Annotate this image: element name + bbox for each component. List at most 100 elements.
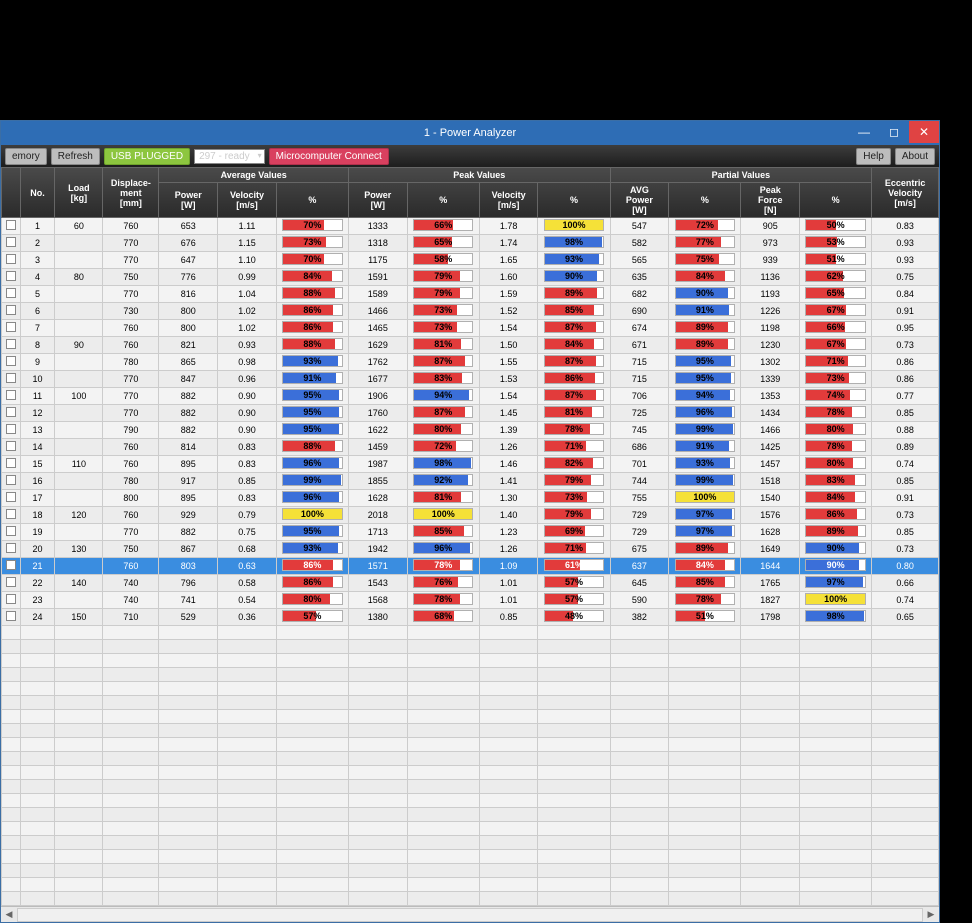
row-checkbox[interactable] bbox=[6, 271, 16, 281]
row-checkbox[interactable] bbox=[6, 526, 16, 536]
row-checkbox[interactable] bbox=[6, 254, 16, 264]
row-checkbox[interactable] bbox=[6, 356, 16, 366]
table-row[interactable]: 167809170.8599%185592%1.4179%74499%15188… bbox=[2, 473, 939, 490]
cell-part-avgp: 565 bbox=[610, 252, 669, 269]
row-checkbox[interactable] bbox=[6, 458, 16, 468]
percent-bar: 87% bbox=[544, 389, 604, 401]
cell-peak-pct1: 79% bbox=[407, 269, 479, 286]
table-row[interactable]: 241507105290.3657%138068%0.8548%38251%17… bbox=[2, 609, 939, 626]
table-row[interactable]: 4807507760.9984%159179%1.6090%63584%1136… bbox=[2, 269, 939, 286]
titlebar[interactable]: 1 - Power Analyzer — ◻ ✕ bbox=[1, 121, 939, 145]
cell-peak-power: 1380 bbox=[348, 609, 407, 626]
table-row[interactable]: 151107608950.8396%198798%1.4682%70193%14… bbox=[2, 456, 939, 473]
table-row[interactable]: 221407407960.5886%154376%1.0157%64585%17… bbox=[2, 575, 939, 592]
row-checkbox[interactable] bbox=[6, 220, 16, 230]
cell-peak-pct2: 90% bbox=[538, 269, 610, 286]
cell-disp: 770 bbox=[103, 388, 159, 405]
col-part-avgp[interactable]: AVGPower[W] bbox=[610, 183, 669, 218]
table-row[interactable]: 8907608210.9388%162981%1.5084%67189%1230… bbox=[2, 337, 939, 354]
cell-avg-vel: 0.63 bbox=[218, 558, 277, 575]
table-row[interactable]: 217608030.6386%157178%1.0961%63784%16449… bbox=[2, 558, 939, 575]
table-row[interactable]: 181207609290.79100%2018100%1.4079%72997%… bbox=[2, 507, 939, 524]
table-row[interactable]: 77608001.0286%146573%1.5487%67489%119866… bbox=[2, 320, 939, 337]
table-row[interactable]: 111007708820.9095%190694%1.5487%70694%13… bbox=[2, 388, 939, 405]
row-checkbox[interactable] bbox=[6, 373, 16, 383]
row-checkbox[interactable] bbox=[6, 237, 16, 247]
close-button[interactable]: ✕ bbox=[909, 121, 939, 143]
cell-disp: 760 bbox=[103, 320, 159, 337]
table-row[interactable]: 147608140.8388%145972%1.2671%68691%14257… bbox=[2, 439, 939, 456]
col-avg-power[interactable]: Power[W] bbox=[159, 183, 218, 218]
table-row[interactable]: 127708820.9095%176087%1.4581%72596%14347… bbox=[2, 405, 939, 422]
cell-part-pct1: 90% bbox=[669, 286, 741, 303]
col-peak-vel[interactable]: Velocity[m/s] bbox=[479, 183, 538, 218]
row-checkbox[interactable] bbox=[6, 492, 16, 502]
table-row[interactable]: 237407410.5480%156878%1.0157%59078%18271… bbox=[2, 592, 939, 609]
about-button[interactable]: About bbox=[895, 148, 935, 165]
table-row[interactable]: 197708820.7595%171385%1.2369%72997%16288… bbox=[2, 524, 939, 541]
table-row[interactable]: 1607606531.1170%133366%1.78100%54772%905… bbox=[2, 218, 939, 235]
percent-bar: 79% bbox=[413, 287, 473, 299]
col-avg-pct[interactable]: % bbox=[276, 183, 348, 218]
minimize-button[interactable]: — bbox=[849, 121, 879, 143]
row-checkbox[interactable] bbox=[6, 288, 16, 298]
row-checkbox[interactable] bbox=[6, 509, 16, 519]
horizontal-scrollbar[interactable]: ◀ ▶ bbox=[1, 906, 939, 922]
row-checkbox[interactable] bbox=[6, 560, 16, 570]
row-checkbox[interactable] bbox=[6, 543, 16, 553]
cell-peak-pct2: 48% bbox=[538, 609, 610, 626]
cell-avg-vel: 1.11 bbox=[218, 218, 277, 235]
row-checkbox[interactable] bbox=[6, 424, 16, 434]
col-no[interactable]: No. bbox=[20, 168, 55, 218]
col-part-pct1[interactable]: % bbox=[669, 183, 741, 218]
row-checkbox[interactable] bbox=[6, 594, 16, 604]
connect-button[interactable]: Microcomputer Connect bbox=[269, 148, 389, 165]
col-ecc[interactable]: EccentricVelocity[m/s] bbox=[872, 168, 939, 218]
table-row[interactable]: 107708470.9691%167783%1.5386%71595%13397… bbox=[2, 371, 939, 388]
scroll-left-icon[interactable]: ◀ bbox=[1, 909, 17, 920]
maximize-button[interactable]: ◻ bbox=[879, 121, 909, 143]
col-peak-power[interactable]: Power[W] bbox=[348, 183, 407, 218]
row-checkbox[interactable] bbox=[6, 322, 16, 332]
percent-bar: 85% bbox=[544, 304, 604, 316]
cell-no: 1 bbox=[20, 218, 55, 235]
toolbar: emory Refresh USB PLUGGED 297 - ready Mi… bbox=[1, 145, 939, 167]
col-part-pf[interactable]: PeakForce[N] bbox=[741, 183, 800, 218]
row-checkbox[interactable] bbox=[6, 611, 16, 621]
row-checkbox[interactable] bbox=[6, 441, 16, 451]
cell-disp: 760 bbox=[103, 507, 159, 524]
percent-bar: 100% bbox=[544, 219, 604, 231]
row-checkbox[interactable] bbox=[6, 339, 16, 349]
row-checkbox[interactable] bbox=[6, 305, 16, 315]
table-row[interactable]: 27706761.1573%131865%1.7498%58277%97353%… bbox=[2, 235, 939, 252]
table-row[interactable]: 201307508670.6893%194296%1.2671%67589%16… bbox=[2, 541, 939, 558]
table-row[interactable]: 97808650.9893%176287%1.5587%71595%130271… bbox=[2, 354, 939, 371]
row-checkbox[interactable] bbox=[6, 407, 16, 417]
scroll-right-icon[interactable]: ▶ bbox=[923, 909, 939, 920]
row-checkbox[interactable] bbox=[6, 577, 16, 587]
percent-bar: 81% bbox=[413, 491, 473, 503]
col-peak-pct1[interactable]: % bbox=[407, 183, 479, 218]
refresh-button[interactable]: Refresh bbox=[51, 148, 100, 165]
cell-ecc: 0.84 bbox=[872, 286, 939, 303]
col-part-pct2[interactable]: % bbox=[800, 183, 872, 218]
table-row[interactable]: 37706471.1070%117558%1.6593%56575%93951%… bbox=[2, 252, 939, 269]
col-avg-vel[interactable]: Velocity[m/s] bbox=[218, 183, 277, 218]
table-row[interactable]: 137908820.9095%162280%1.3978%74599%14668… bbox=[2, 422, 939, 439]
col-peak-pct2[interactable]: % bbox=[538, 183, 610, 218]
percent-bar: 100% bbox=[413, 508, 473, 520]
col-load[interactable]: Load[kg] bbox=[55, 168, 103, 218]
scroll-track[interactable] bbox=[17, 908, 923, 922]
row-checkbox[interactable] bbox=[6, 475, 16, 485]
help-button[interactable]: Help bbox=[856, 148, 891, 165]
memory-button[interactable]: emory bbox=[5, 148, 47, 165]
percent-bar: 50% bbox=[805, 219, 865, 231]
device-dropdown[interactable]: 297 - ready bbox=[194, 149, 265, 164]
percent-bar: 57% bbox=[544, 593, 604, 605]
table-row[interactable]: 67308001.0286%146673%1.5285%69091%122667… bbox=[2, 303, 939, 320]
table-row[interactable]: 178008950.8396%162881%1.3073%755100%1540… bbox=[2, 490, 939, 507]
col-disp[interactable]: Displace-ment[mm] bbox=[103, 168, 159, 218]
row-checkbox[interactable] bbox=[6, 390, 16, 400]
cell-load bbox=[55, 524, 103, 541]
table-row[interactable]: 57708161.0488%158979%1.5989%68290%119365… bbox=[2, 286, 939, 303]
